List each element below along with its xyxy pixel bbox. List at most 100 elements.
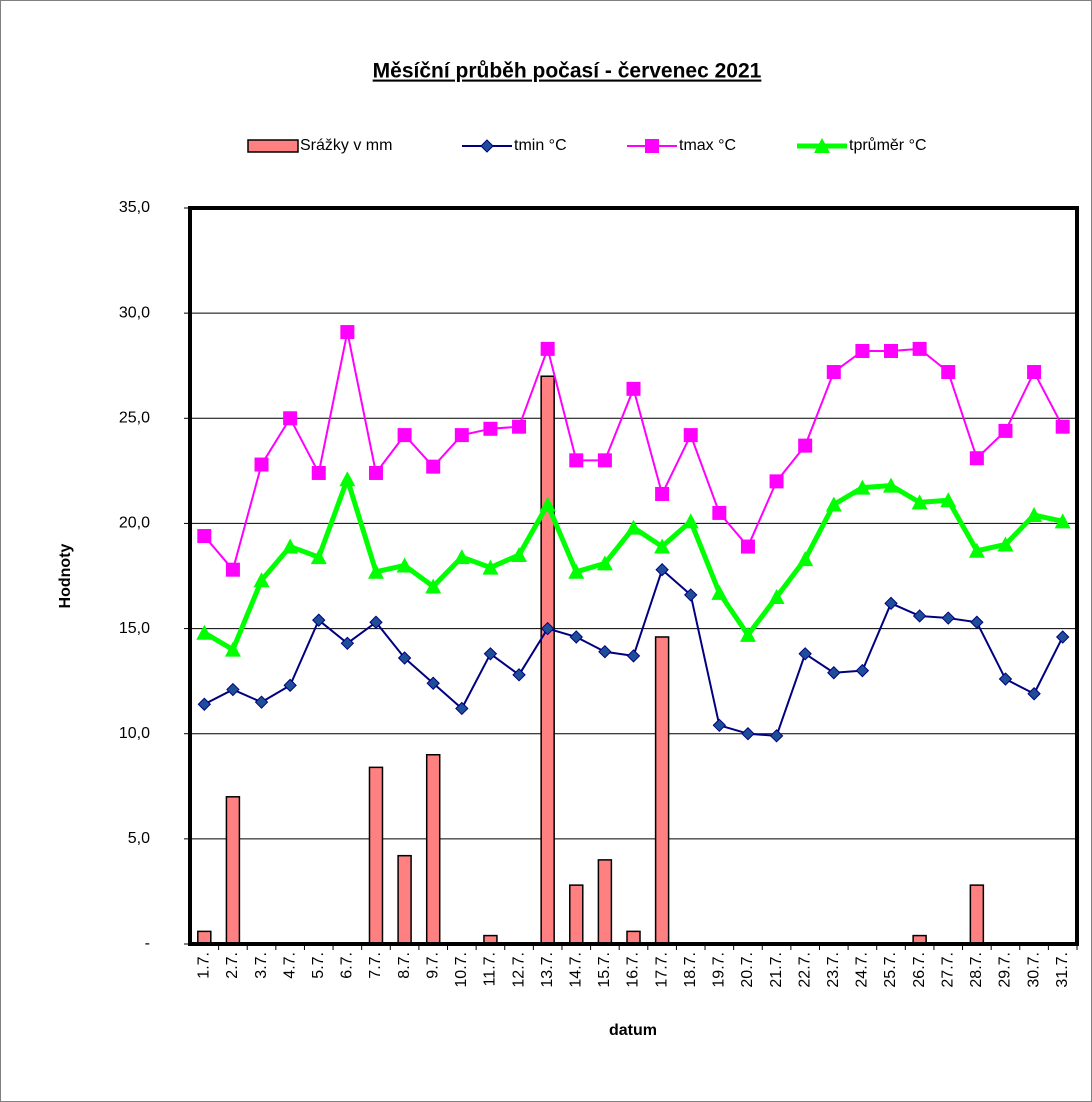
x-tick-label: 1.7. [196,952,213,979]
x-tick-label: 27.7. [939,952,956,988]
marker [455,701,469,716]
x-tick-label: 3.7. [253,952,270,979]
marker [1055,419,1070,434]
marker [396,557,413,573]
marker [655,562,669,577]
marker [340,325,355,340]
x-tick-label: 11.7. [482,952,499,986]
marker [740,539,755,554]
x-tick-label: 4.7. [281,952,298,979]
marker [682,513,699,529]
marker [369,615,383,629]
marker [367,563,384,579]
marker [312,613,326,627]
x-tick-label: 6.7. [339,952,356,979]
marker [826,365,841,380]
marker [712,505,727,520]
marker [483,647,498,661]
marker [997,536,1014,552]
legend-label: tprůměr °C [849,136,927,154]
legend-label: tmin °C [514,137,567,154]
x-tick-label: 23.7. [825,952,842,988]
marker [968,542,985,558]
marker [741,727,755,741]
marker [912,609,927,623]
marker [739,626,756,642]
x-tick-label: 19.7. [711,952,728,988]
bar [425,753,441,945]
marker [769,474,784,489]
x-tick-label: 30.7. [1025,952,1042,988]
legend-label: Srážky v mm [300,137,392,154]
marker [970,615,984,629]
x-tick-label: 7.7. [367,952,384,979]
marker [480,139,494,153]
y-tick-label: 25,0 [119,410,150,427]
marker [569,630,583,644]
x-tick-label: 14.7. [567,952,584,988]
plot-frame [188,206,1079,946]
marker [1026,507,1043,523]
marker [540,621,555,636]
marker [855,343,870,358]
marker [539,496,556,512]
x-tick-label: 20.7. [739,952,756,988]
marker [940,492,957,508]
x-tick-label: 21.7. [768,952,785,988]
bar [569,884,584,945]
marker [225,562,240,577]
marker [911,494,928,510]
marker [798,438,813,453]
marker [310,549,327,565]
marker [339,471,356,487]
marker [540,341,555,356]
marker [769,729,784,743]
bar [368,766,384,945]
marker [883,477,900,493]
marker [512,419,527,434]
marker [827,666,841,680]
marker [224,641,241,657]
marker [912,341,927,356]
marker [483,421,498,436]
marker [511,546,528,562]
marker [854,479,871,495]
legend-swatch [247,139,299,153]
y-axis-title: Hodnoty [57,543,74,608]
x-tick-label: 18.7. [682,952,699,988]
marker [283,678,297,693]
marker [884,343,899,358]
marker [397,428,412,443]
x-tick-label: 8.7. [396,952,413,979]
x-tick-label: 22.7. [796,952,813,988]
x-tick-label: 26.7. [911,952,928,988]
marker [814,138,830,153]
x-tick-label: 15.7. [596,952,613,988]
marker [282,538,299,554]
marker [855,663,870,678]
marker [655,486,670,501]
marker [569,453,584,468]
marker [884,596,898,611]
y-tick-label: 30,0 [119,304,150,321]
marker [197,697,212,711]
x-axis-title: datum [609,1022,657,1039]
marker [626,649,641,663]
y-tick-label: 10,0 [119,725,150,742]
x-tick-label: 25.7. [882,952,899,988]
marker [512,668,526,682]
y-tick-label: 5,0 [128,830,150,847]
bar [969,884,985,945]
marker [626,381,641,396]
marker [798,647,812,661]
bar [225,796,241,945]
x-tick-label: 28.7. [968,952,985,988]
marker [683,428,698,443]
marker [368,465,383,480]
x-tick-label: 16.7. [625,952,642,988]
marker [712,718,727,733]
chart-title: Měsíční průběh počasí - červenec 2021 [373,60,762,83]
marker [797,551,814,567]
x-tick-label: 13.7. [539,952,556,988]
marker [998,423,1013,438]
